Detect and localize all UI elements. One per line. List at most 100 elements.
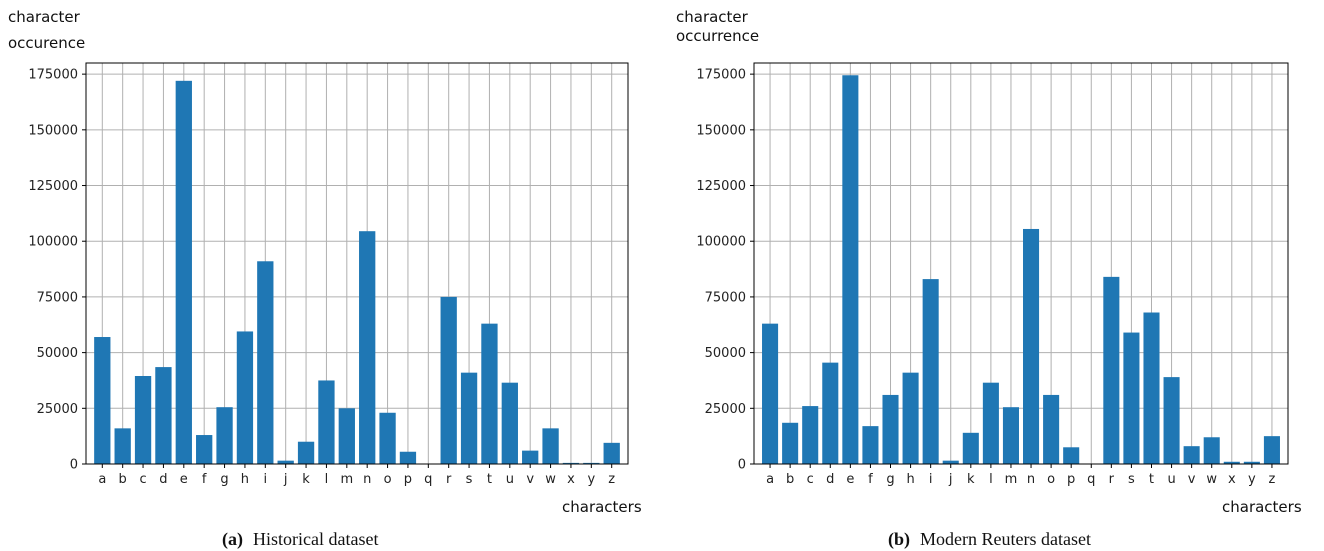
x-tick-label: h (241, 472, 249, 487)
bar-i (257, 261, 274, 464)
bar-k (297, 441, 315, 464)
bar-d (822, 362, 839, 464)
y-tick-label: 125000 (696, 179, 746, 194)
bar-n (359, 231, 376, 464)
bar-t (1143, 312, 1160, 464)
bar-s (460, 372, 478, 464)
bar-d (155, 367, 172, 464)
x-tick-label: y (587, 472, 595, 487)
plot-frame (85, 62, 629, 465)
y-tick-labels: 0 25000 50000 75000 100000 125000 150000 175000 (28, 68, 86, 473)
bar-c (802, 406, 819, 464)
bars (762, 75, 1280, 464)
x-tick-label: e (180, 472, 188, 487)
bar-m (1002, 407, 1019, 464)
bar-k (962, 432, 979, 464)
bar-x (1223, 461, 1240, 464)
bar-x (562, 462, 580, 464)
x-tick-label: b (786, 472, 794, 487)
bar-u (1163, 377, 1180, 464)
x-tick-label: c (807, 472, 814, 487)
x-tick-label: m (340, 472, 353, 487)
x-tick-label: s (466, 472, 473, 487)
x-tick-label: z (1269, 472, 1276, 487)
bar-a (94, 337, 111, 464)
bar-i (922, 279, 939, 464)
bar-e (175, 80, 192, 465)
bar-w (542, 428, 559, 464)
x-tick-label: j (283, 472, 288, 487)
x-axis-label: characters (1222, 498, 1302, 516)
bar-f (862, 426, 879, 464)
x-tick-label: l (325, 472, 329, 487)
bar-o (1043, 394, 1060, 464)
bar-b (782, 422, 799, 464)
x-tick-label: i (263, 472, 267, 487)
bars (94, 80, 620, 465)
bar-z (1263, 436, 1280, 464)
y-axis-label-line1: character (676, 8, 749, 26)
caption-text: Modern Reuters dataset (920, 529, 1091, 549)
x-tick-label: c (139, 472, 146, 487)
x-tick-label: i (929, 472, 933, 487)
bar-g (216, 407, 233, 464)
y-tick-label: 175000 (28, 68, 78, 83)
y-tick-label: 100000 (696, 235, 746, 250)
x-tick-label: a (766, 472, 774, 487)
bar-g (882, 394, 899, 464)
x-tick-label: p (404, 472, 412, 487)
x-tick-label: d (826, 472, 834, 487)
x-tick-label: g (220, 472, 228, 487)
x-tick-label: l (989, 472, 993, 487)
bar-a (762, 323, 779, 464)
y-tick-label: 0 (738, 458, 746, 473)
x-tick-label: f (868, 472, 873, 487)
x-tick-label: u (506, 472, 514, 487)
x-tick-label: r (446, 472, 452, 487)
x-tick-label: n (1027, 472, 1035, 487)
x-tick-label: w (545, 472, 556, 487)
bar-j (942, 460, 959, 464)
x-tick-label: m (1005, 472, 1018, 487)
x-tick-label: k (967, 472, 975, 487)
bar-o (379, 412, 396, 464)
bar-v (1183, 446, 1200, 464)
x-tick-label: n (363, 472, 371, 487)
y-tick-label: 25000 (705, 402, 746, 417)
caption-tag: (b) (888, 529, 910, 550)
x-tick-label: o (384, 472, 392, 487)
bar-y (1243, 461, 1260, 464)
bar-t (481, 323, 498, 464)
y-tick-label: 125000 (28, 179, 78, 194)
y-tick-label: 75000 (705, 290, 746, 305)
bar-p (399, 451, 417, 464)
x-tick-label: x (1228, 472, 1236, 487)
y-tick-labels: 0 25000 50000 75000 100000 125000 150000 175000 (696, 68, 754, 473)
y-tick-label: 100000 (28, 235, 78, 250)
bar-s (1123, 332, 1140, 464)
bar-j (277, 460, 294, 464)
y-tick-label: 150000 (28, 123, 78, 138)
bar-l (982, 382, 999, 464)
bar-e (842, 75, 859, 464)
y-tick-label: 175000 (696, 68, 746, 83)
bar-n (1023, 228, 1040, 464)
x-tick-label: z (608, 472, 615, 487)
x-tick-label: v (526, 472, 534, 487)
x-tick-label: k (302, 472, 310, 487)
bar-m (338, 408, 355, 464)
x-tick-label: j (948, 472, 953, 487)
x-tick-label: h (906, 472, 914, 487)
bar-r (440, 296, 457, 464)
x-tick-label: v (1188, 472, 1196, 487)
bar-c (134, 376, 152, 464)
x-axis-label: characters (562, 498, 642, 516)
y-tick-label: 75000 (37, 290, 78, 305)
y-axis-label-line2: occurrence (676, 27, 759, 45)
bar-p (1063, 447, 1080, 464)
x-tick-label: e (846, 472, 854, 487)
bar-h (236, 331, 254, 464)
